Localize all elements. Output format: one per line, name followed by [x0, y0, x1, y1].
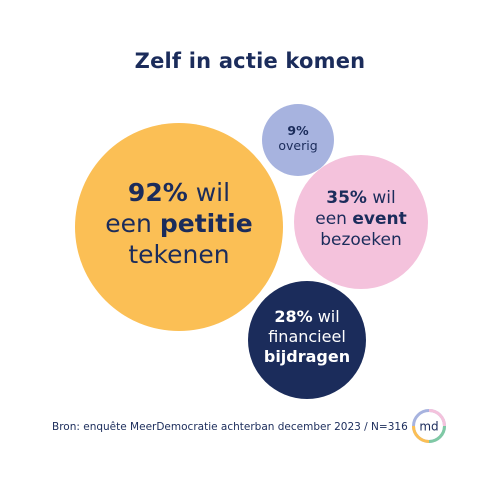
bubble-petitie-line2-bold: petitie — [159, 208, 253, 238]
bubble-petitie-percentage: 92% — [127, 177, 188, 207]
bubble-overig-line2: overig — [278, 138, 318, 153]
bubble-petitie-line2-pre: een — [105, 208, 160, 238]
bubble-event-line2-bold: event — [352, 208, 407, 229]
source-note: Bron: enquête MeerDemocratie achterban d… — [52, 421, 408, 433]
bubble-petitie: 92% wil een petitie tekenen — [75, 123, 283, 331]
bubble-event-line3: bezoeken — [320, 229, 402, 250]
bubble-overig-percentage: 9% — [287, 123, 309, 138]
bubble-financieel-label: 28% wil financieel bijdragen — [264, 307, 350, 367]
bubble-financieel-percentage: 28% — [274, 307, 313, 326]
bubble-overig-label: 9% overig — [278, 123, 317, 153]
bubble-overig: 9% overig — [262, 104, 334, 176]
bubble-event-line1: wil — [366, 187, 396, 208]
bubble-financieel-line3-bold: bijdragen — [263, 347, 351, 366]
chart-title: Zelf in actie komen — [134, 49, 366, 73]
bubble-financieel-line1: wil — [312, 307, 340, 326]
bubble-event: 35% wil een event bezoeken — [294, 155, 428, 289]
bubble-event-label: 35% wil een event bezoeken — [315, 188, 406, 251]
bubble-petitie-line3: tekenen — [128, 239, 230, 269]
meerdemocratie-logo: md — [412, 409, 446, 443]
bubble-financieel-line2: financieel — [268, 327, 346, 346]
bubble-event-percentage: 35% — [326, 187, 367, 208]
bubble-petitie-line1: wil — [187, 177, 231, 207]
bubble-financieel: 28% wil financieel bijdragen — [248, 281, 366, 399]
logo-text: md — [419, 420, 438, 434]
bubble-event-line2-pre: een — [315, 208, 353, 229]
bubble-petitie-label: 92% wil een petitie tekenen — [105, 177, 252, 270]
